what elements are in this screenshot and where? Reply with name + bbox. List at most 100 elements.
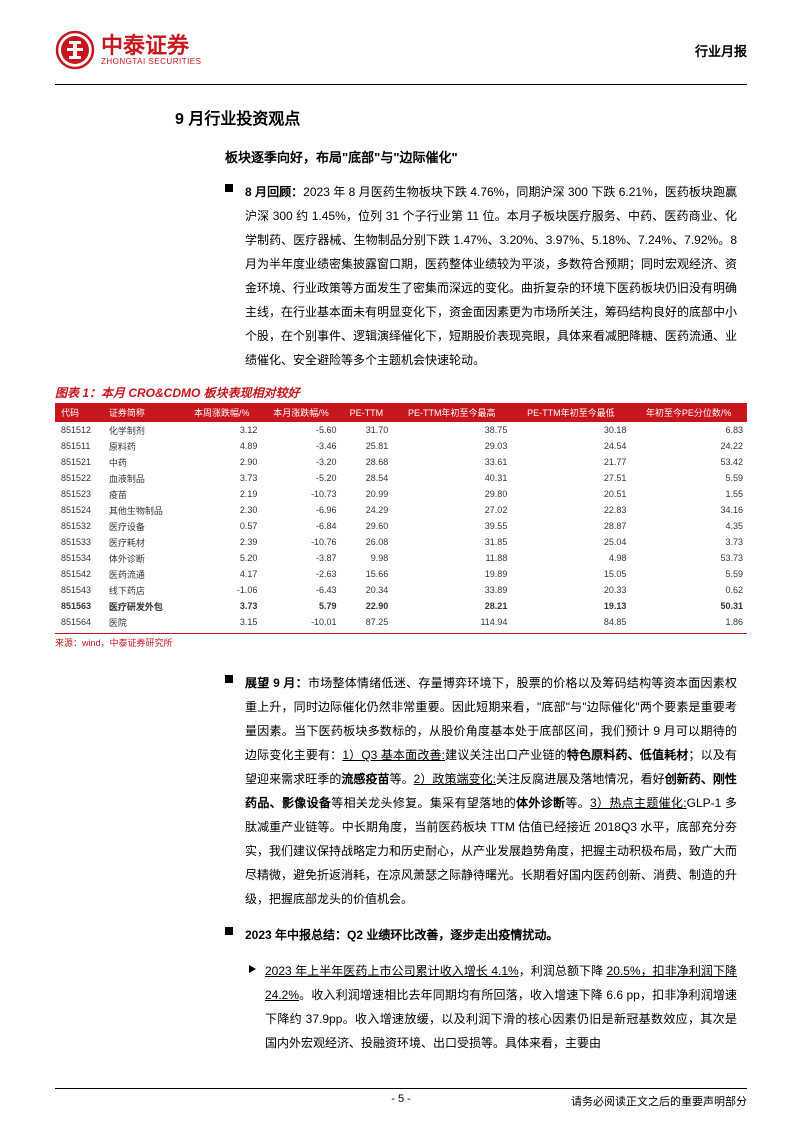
table-cell: 疫苗 [105, 486, 182, 502]
table-cell: 29.60 [341, 518, 393, 534]
table-cell: 体外诊断 [105, 550, 182, 566]
bullet-august-review: 8 月回顾：2023 年 8 月医药生物板块下跌 4.76%，同期沪深 300 … [245, 180, 737, 372]
t: 。收入利润增速相比去年同期均有所回落，收入增速下降 6.6 pp，扣非净利润增速… [265, 988, 737, 1050]
table-cell: 851543 [55, 582, 105, 598]
bullet-tail: Q2 业绩环比改善，逐步走出疫情扰动。 [347, 928, 558, 942]
table-cell: 851512 [55, 422, 105, 438]
table-header-cell: PE-TTM年初至今最低 [511, 403, 630, 422]
table-cell: 851533 [55, 534, 105, 550]
table-cell: 3.12 [182, 422, 261, 438]
table-cell: 33.61 [392, 454, 511, 470]
square-bullet-icon [225, 675, 233, 683]
t: GLP-1 多肽减重产业链等。中长期角度，当前医药板块 TTM 估值已经接近 2… [245, 796, 737, 906]
table-row: 851543线下药店-1.06-6.4320.3433.8920.330.62 [55, 582, 747, 598]
bullet-lead: 展望 9 月： [245, 676, 308, 690]
table-cell: 26.08 [341, 534, 393, 550]
performance-table: 代码证券简称本周涨跌幅/%本月涨跌幅/%PE-TTMPE-TTM年初至今最高PE… [55, 403, 747, 630]
table-row: 851521中药2.90-3.2028.6833.6121.7753.42 [55, 454, 747, 470]
table-cell: 4.35 [630, 518, 747, 534]
t: 关注反腐进展及落地情况，看好 [496, 772, 665, 786]
bullet-lead: 2023 年中报总结： [245, 928, 347, 942]
table-header-cell: 代码 [55, 403, 105, 422]
logo-text-en: ZHONGTAI SECURITIES [101, 57, 201, 66]
table-cell: -10.76 [261, 534, 340, 550]
table-cell: 4.89 [182, 438, 261, 454]
table-cell: 114.94 [392, 614, 511, 630]
table-cell: 化学制剂 [105, 422, 182, 438]
table-cell: 30.18 [511, 422, 630, 438]
bullet-lead: 8 月回顾： [245, 185, 303, 199]
sub-bullet-h1-results: 2023 年上半年医药上市公司累计收入增长 4.1%，利润总额下降 20.5%，… [265, 959, 737, 1055]
table-cell: 28.54 [341, 470, 393, 486]
table-cell: 4.17 [182, 566, 261, 582]
table-cell: 5.59 [630, 470, 747, 486]
t: 建议关注出口产业链的 [445, 748, 567, 762]
table-cell: 0.57 [182, 518, 261, 534]
table-row: 851564医院3.15-10.0187.25114.9484.851.86 [55, 614, 747, 630]
table-row: 851522血液制品3.73-5.2028.5440.3127.515.59 [55, 470, 747, 486]
table-cell: -10.01 [261, 614, 340, 630]
table-cell: 线下药店 [105, 582, 182, 598]
table-cell: -5.20 [261, 470, 340, 486]
table-cell: 21.77 [511, 454, 630, 470]
table-cell: 40.31 [392, 470, 511, 486]
table-cell: -1.06 [182, 582, 261, 598]
table-cell: 851524 [55, 502, 105, 518]
table-cell: 医药流通 [105, 566, 182, 582]
table-cell: 851534 [55, 550, 105, 566]
table-cell: 27.51 [511, 470, 630, 486]
table-header-cell: PE-TTM [341, 403, 393, 422]
table-cell: 原料药 [105, 438, 182, 454]
t: 等相关龙头修复。集采有望落地的 [331, 796, 516, 810]
table-cell: 3.73 [182, 470, 261, 486]
table-cell: 19.13 [511, 598, 630, 614]
table-cell: 其他生物制品 [105, 502, 182, 518]
table-cell: 38.75 [392, 422, 511, 438]
table-cell: 53.73 [630, 550, 747, 566]
bullet-interim-report: 2023 年中报总结：Q2 业绩环比改善，逐步走出疫情扰动。 [245, 923, 737, 947]
table-cell: 2.39 [182, 534, 261, 550]
table-cell: 2.30 [182, 502, 261, 518]
table-cell: 84.85 [511, 614, 630, 630]
table-cell: 33.89 [392, 582, 511, 598]
table-cell: -3.20 [261, 454, 340, 470]
table-cell: 医疗设备 [105, 518, 182, 534]
table-cell: 25.81 [341, 438, 393, 454]
table-cell: 31.70 [341, 422, 393, 438]
t: 等。 [565, 796, 590, 810]
table-header-cell: 证券简称 [105, 403, 182, 422]
table-row: 851523疫苗2.19-10.7320.9929.8020.511.55 [55, 486, 747, 502]
table-header-cell: 本周涨跌幅/% [182, 403, 261, 422]
table-header-cell: 本月涨跌幅/% [261, 403, 340, 422]
triangle-bullet-icon [249, 965, 256, 973]
table-cell: 医疗研发外包 [105, 598, 182, 614]
table-cell: 851521 [55, 454, 105, 470]
table-cell: 22.83 [511, 502, 630, 518]
table-cell: 5.79 [261, 598, 340, 614]
table-cell: 851532 [55, 518, 105, 534]
table-cell: 24.29 [341, 502, 393, 518]
table-row: 851524其他生物制品2.30-6.9624.2927.0222.8334.1… [55, 502, 747, 518]
table-cell: 27.02 [392, 502, 511, 518]
table-cell: 4.98 [511, 550, 630, 566]
table-cell: 28.87 [511, 518, 630, 534]
table-cell: 851522 [55, 470, 105, 486]
table-cell: 20.34 [341, 582, 393, 598]
table-cell: 15.05 [511, 566, 630, 582]
square-bullet-icon [225, 927, 233, 935]
table-cell: 20.51 [511, 486, 630, 502]
table-cell: -3.87 [261, 550, 340, 566]
table-cell: 851523 [55, 486, 105, 502]
table-cell: 851511 [55, 438, 105, 454]
table-row: 851563医疗研发外包3.735.7922.9028.2119.1350.31 [55, 598, 747, 614]
table-cell: 19.89 [392, 566, 511, 582]
table-cell: 医院 [105, 614, 182, 630]
table-cell: -2.63 [261, 566, 340, 582]
table-cell: 50.31 [630, 598, 747, 614]
table-cell: 851564 [55, 614, 105, 630]
table-source: 来源：wind，中泰证券研究所 [55, 633, 747, 649]
table-cell: 5.59 [630, 566, 747, 582]
b: 流感疫苗 [341, 772, 389, 786]
table-row: 851533医疗耗材2.39-10.7626.0831.8525.043.73 [55, 534, 747, 550]
table-cell: -6.43 [261, 582, 340, 598]
